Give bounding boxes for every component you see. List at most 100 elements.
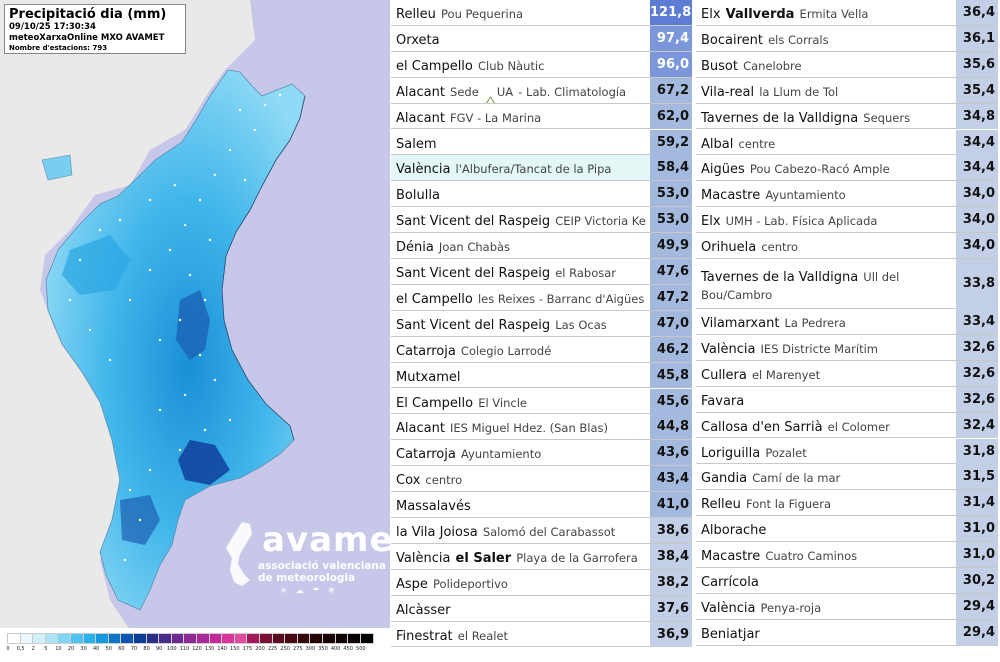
legend-swatch: [259, 633, 274, 644]
station-municipality: Salem: [396, 136, 437, 152]
precipitation-value: 44,8: [650, 414, 692, 440]
precipitation-value: 29,4: [956, 619, 998, 645]
ua-logo-icon: [485, 87, 496, 103]
station-site: FGV - La Marina: [450, 110, 542, 125]
station-site: Sede: [450, 84, 479, 99]
precipitation-value: 67,2: [650, 77, 692, 103]
legend-label: 225: [267, 646, 278, 652]
ranking-row: el Campello les Reixes - Barranc d'Aigüe…: [391, 284, 692, 311]
station-municipality: Gandia: [701, 471, 748, 487]
rain-zone-valencia: [176, 290, 210, 360]
precipitation-value: 58,4: [650, 155, 692, 181]
legend-swatch: [221, 633, 236, 644]
ranking-row: Macastre Ayuntamiento 34,0: [696, 181, 998, 208]
station-municipality: Tavernes de la Valldigna: [701, 110, 859, 126]
station-municipality: El Campello: [396, 395, 474, 411]
coastline: [221, 95, 306, 441]
ranking-row: Salem 59,2: [391, 129, 692, 156]
precipitation-value: 53,0: [650, 181, 692, 207]
station-municipality: Vila-real: [701, 84, 755, 100]
station-site: centre: [738, 136, 776, 151]
station-municipality: Dénia: [396, 240, 434, 256]
station-site: Ermita Vella: [799, 7, 869, 21]
station-municipality: Tavernes de la Valldigna: [701, 270, 859, 285]
legend-swatch: [82, 633, 98, 644]
legend-label: 40: [93, 646, 100, 652]
station-municipality: València: [396, 162, 451, 178]
station-site: Ull del Bou/Cambro: [701, 270, 900, 302]
ranking-row: Aspe Polideportivo 38,2: [391, 569, 692, 596]
legend-swatch: [347, 633, 362, 644]
legend-label: 200: [255, 646, 265, 652]
precipitation-value: 34,0: [956, 181, 998, 207]
station-site: el Realet: [457, 628, 509, 643]
ranking-row: Macastre Cuatro Caminos 31,0: [696, 542, 998, 568]
precipitation-value: 31,4: [956, 490, 998, 516]
station-site: Cuatro Caminos: [765, 549, 858, 564]
legend-swatch: [284, 633, 299, 644]
precipitation-value: 38,6: [650, 518, 692, 543]
ranking-row: Alacant FGV - La Marina 62,0: [391, 103, 692, 130]
precipitation-legend: 0 0,5 2 5 10 20 30 40 50 60 70 80 90 100 110 120 130 140 1…: [0, 628, 390, 662]
precipitation-value: 46,2: [650, 336, 692, 362]
legend-swatch: [57, 633, 72, 644]
station-municipality: Aspe: [396, 576, 428, 592]
rain-zone-interior: [62, 235, 130, 295]
station-municipality: Favara: [701, 393, 745, 409]
station-municipality: Sant Vicent del Raspeig: [396, 214, 551, 230]
station-municipality: Catarroja: [396, 447, 456, 463]
legend-label: 140: [217, 646, 227, 652]
legend-label: 50: [105, 646, 112, 652]
ranking-row: Sant Vicent del Raspeig Las Ocas 47,0: [391, 310, 692, 337]
station-site: IES Miguel Hdez. (San Blas): [450, 421, 609, 436]
legend-swatch: [145, 633, 161, 644]
precipitation-value: 34,4: [956, 129, 998, 155]
station-municipality: el Campello: [396, 58, 473, 74]
ranking-row: Sant Vicent del Raspeig el Rabosar 47,6: [391, 259, 692, 285]
station-municipality: Mutxamel: [396, 369, 461, 385]
legend-swatch: [133, 633, 148, 644]
precipitation-value: 33,4: [956, 309, 998, 334]
avamet-logo: avamet associació valenciana de meteorol…: [222, 516, 390, 596]
ranking-row: Elx Vallverda Ermita Vella 36,4: [696, 0, 998, 26]
ranking-row: el Campello Club Nàutic 96,0: [391, 51, 692, 78]
precipitation-value: 43,4: [650, 466, 692, 492]
legend-label: 20: [67, 646, 75, 652]
station-site: Las Ocas: [555, 317, 607, 332]
station-municipality: la Vila Joiosa: [396, 525, 478, 540]
legend-label: 0: [6, 646, 10, 652]
precipitation-value: 34,8: [956, 103, 998, 129]
station-municipality: Orxeta: [396, 32, 440, 48]
station-site: Club Nàutic: [477, 58, 545, 73]
ranking-row: Loriguilla Pozalet 31,8: [696, 438, 998, 465]
ranking-row: Gandia Camí de la mar 31,5: [696, 464, 998, 491]
station-site: el Rabosar: [555, 266, 617, 280]
station-municipality: València: [701, 341, 756, 357]
precipitation-value: 53,0: [650, 207, 692, 233]
ranking-row: Bocairent els Corrals 36,1: [696, 25, 998, 52]
legend-label: 110: [179, 646, 190, 652]
precipitation-value: 62,0: [650, 103, 692, 129]
precipitation-value: 34,4: [956, 155, 998, 181]
ranking-row: Catarroja Ayuntamiento 43,6: [391, 440, 692, 467]
station-municipality: Beniatjar: [701, 626, 760, 642]
station-municipality: Callosa d'en Sarrià: [701, 419, 823, 435]
station-site: Sequers: [863, 110, 911, 125]
precipitation-value: 121,8: [650, 0, 692, 25]
station-site: El Vincle: [478, 395, 527, 410]
legend-label: 80: [143, 646, 150, 652]
legend-label: 90: [156, 646, 163, 652]
ranking-row: València el Saler Playa de la Garrofera 3…: [391, 543, 692, 570]
station-site: Playa de la Garrofera: [516, 550, 638, 565]
ranking-row: Catarroja Colegio Larrodé 46,2: [391, 336, 692, 363]
legend-label: 60: [118, 646, 125, 652]
legend-label: 250: [280, 646, 290, 652]
precipitation-value: 45,8: [650, 362, 692, 388]
station-municipality: Alborache: [701, 523, 767, 539]
legend-swatch: [322, 633, 337, 644]
precipitation-value: 31,5: [956, 464, 998, 490]
station-site: Salomó del Carabassot: [482, 525, 616, 539]
station-municipality: Alacant: [396, 110, 445, 126]
station-site: UMH - Lab. Física Aplicada: [725, 214, 878, 229]
ranking-row: Tavernes de la Valldigna Sequers 34,8: [696, 103, 998, 130]
